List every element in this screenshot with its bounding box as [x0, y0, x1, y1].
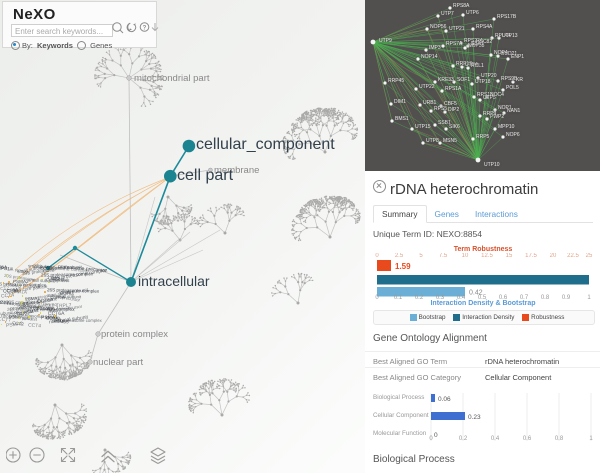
- svg-text:0: 0: [375, 253, 379, 259]
- svg-text:20: 20: [550, 253, 557, 259]
- svg-text:10: 10: [462, 253, 469, 259]
- svg-text:17.5: 17.5: [525, 253, 537, 259]
- svg-text:?: ?: [143, 25, 147, 31]
- svg-text:1: 1: [589, 436, 593, 441]
- svg-text:2.5: 2.5: [395, 253, 404, 259]
- svg-text:0.4: 0.4: [491, 436, 500, 441]
- svg-text:0.8: 0.8: [555, 436, 564, 441]
- svg-text:0.5: 0.5: [478, 295, 487, 299]
- svg-text:0.7: 0.7: [520, 295, 529, 299]
- svg-text:22.5: 22.5: [567, 253, 579, 259]
- svg-text:0.06: 0.06: [438, 396, 451, 403]
- svg-text:1: 1: [587, 295, 591, 299]
- svg-text:0.1: 0.1: [394, 295, 403, 299]
- svg-text:0.6: 0.6: [523, 436, 532, 441]
- svg-text:5: 5: [419, 253, 423, 259]
- svg-text:Biological Process: Biological Process: [373, 394, 424, 401]
- svg-text:12.5: 12.5: [481, 253, 493, 259]
- svg-text:25: 25: [586, 253, 593, 259]
- svg-text:7.5: 7.5: [439, 253, 448, 259]
- svg-text:Cellular Component: Cellular Component: [373, 412, 429, 419]
- svg-text:0.23: 0.23: [468, 414, 481, 421]
- svg-text:0: 0: [429, 436, 433, 441]
- svg-text:1.59: 1.59: [395, 262, 411, 271]
- svg-text:0: 0: [434, 432, 438, 439]
- svg-text:0.2: 0.2: [415, 295, 424, 299]
- svg-text:0.3: 0.3: [436, 295, 445, 299]
- svg-text:0.2: 0.2: [459, 436, 468, 441]
- svg-text:0.9: 0.9: [562, 295, 571, 299]
- svg-text:0.4: 0.4: [457, 295, 466, 299]
- svg-text:Molecular Function: Molecular Function: [373, 430, 427, 437]
- svg-text:0.6: 0.6: [499, 295, 508, 299]
- svg-text:15: 15: [506, 253, 513, 259]
- svg-text:0.8: 0.8: [541, 295, 550, 299]
